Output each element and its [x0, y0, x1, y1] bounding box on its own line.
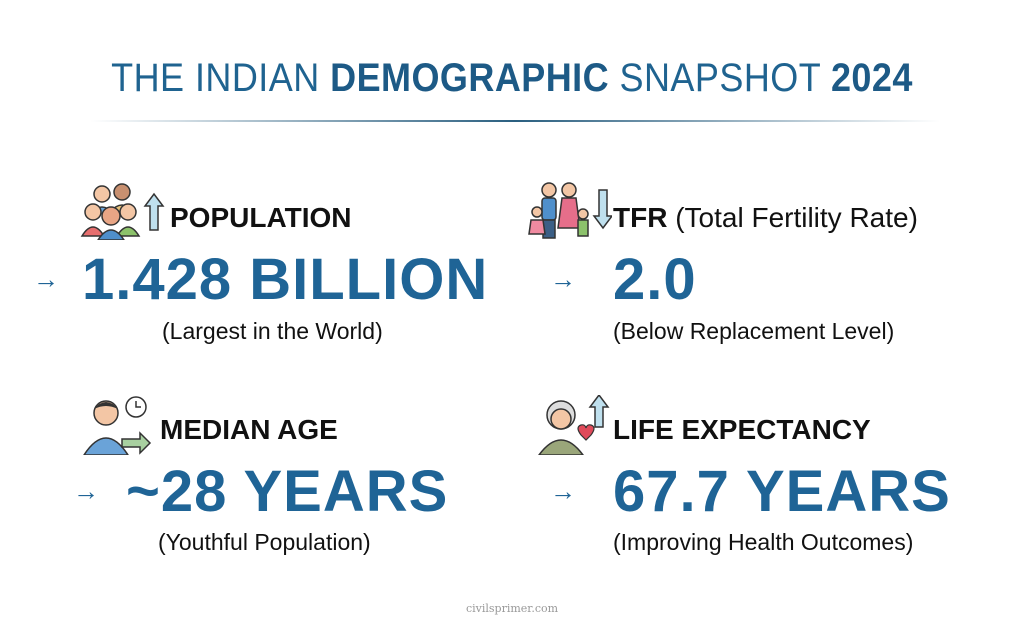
tfr-value: 2.0: [613, 247, 697, 312]
tfr-note: (Below Replacement Level): [613, 318, 895, 344]
person-clock-icon: [83, 396, 152, 455]
page-title: THE INDIAN DEMOGRAPHIC SNAPSHOT 2024: [111, 56, 913, 100]
population-note: (Largest in the World): [162, 318, 383, 344]
footer-watermark: civilsprimer.com: [465, 602, 559, 615]
elderly-heart-up-arrow-icon: [538, 395, 610, 455]
population-label: POPULATION: [170, 202, 352, 233]
tfr-label: TFR (Total Fertility Rate): [613, 202, 918, 233]
arrow-icon: →: [33, 264, 59, 294]
life-expectancy-label: LIFE EXPECTANCY: [613, 414, 871, 445]
arrow-icon: →: [550, 476, 576, 506]
arrow-icon: →: [73, 476, 99, 506]
life-expectancy-note: (Improving Health Outcomes): [613, 529, 914, 555]
median-age-label: MEDIAN AGE: [160, 414, 338, 445]
median-age-value: ~28 YEARS: [126, 459, 449, 524]
family-down-arrow-icon: [528, 182, 612, 239]
population-value: 1.428 BILLION: [82, 247, 489, 312]
family-group-up-arrow-icon: [80, 183, 165, 240]
title-divider: [90, 120, 940, 122]
median-age-note: (Youthful Population): [158, 529, 371, 555]
arrow-icon: →: [550, 264, 576, 294]
life-expectancy-value: 67.7 YEARS: [613, 459, 951, 524]
